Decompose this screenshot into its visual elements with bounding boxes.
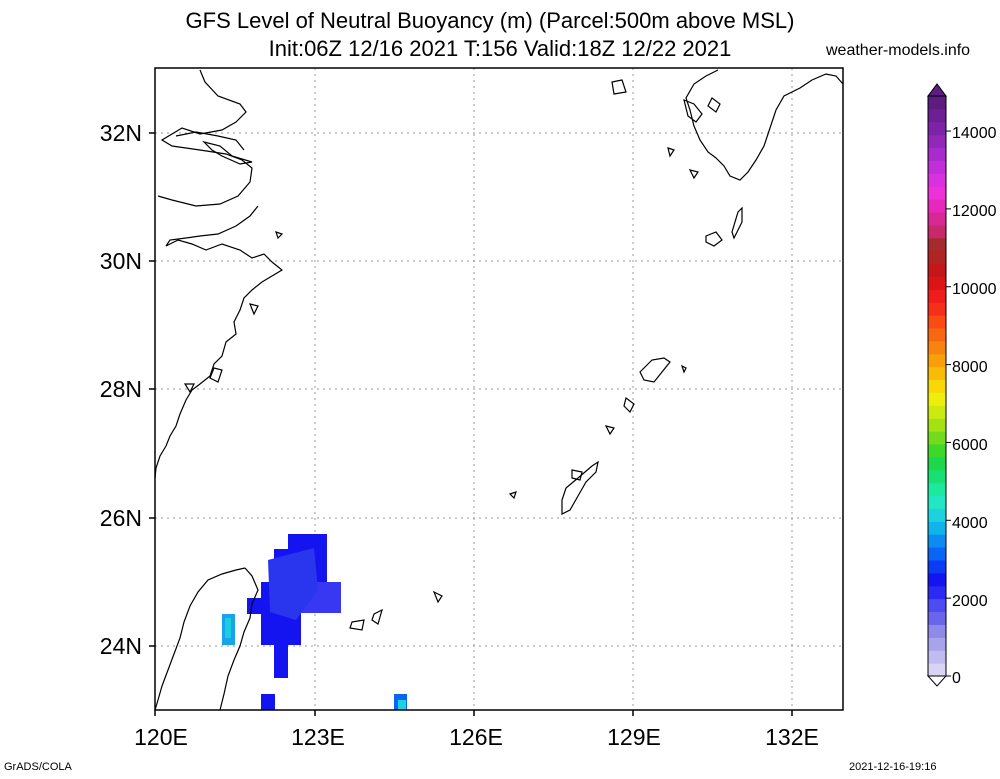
colorbar-segment <box>928 134 946 149</box>
colorbar-segment <box>928 418 946 432</box>
colorbar-segment <box>928 173 946 187</box>
colorbar-segment <box>928 392 946 406</box>
colorbar-min-arrow <box>926 675 948 687</box>
x-tick-label: 126E <box>449 724 503 750</box>
y-tick-label: 24N <box>100 633 142 659</box>
colorbar-segment <box>928 199 946 213</box>
colorbar-segment <box>928 637 946 651</box>
colorbar-segment <box>928 444 946 458</box>
colorbar-segment <box>928 560 946 574</box>
colorbar-segment <box>928 508 946 522</box>
coastlines <box>154 69 844 711</box>
colorbar-segment <box>928 366 946 381</box>
colorbar-label: 10000 <box>952 281 997 298</box>
colorbar-label: 0 <box>952 670 961 687</box>
colorbar-segment <box>928 598 946 613</box>
colorbar-segment <box>928 263 946 277</box>
colorbar-label: 12000 <box>952 203 997 220</box>
colorbar-segment <box>928 121 946 136</box>
colorbar-segment <box>928 431 946 445</box>
colorbar-frame <box>927 95 947 677</box>
x-tick-label: 129E <box>607 724 661 750</box>
map-title: GFS Level of Neutral Buoyancy (m) (Parce… <box>185 8 795 33</box>
colorbar-segment <box>928 379 946 393</box>
x-tick-label: 123E <box>291 724 345 750</box>
colorbar-segment <box>928 160 946 174</box>
colorbar-segment <box>928 663 946 677</box>
colorbar-segment <box>928 289 946 303</box>
colorbar-segment <box>928 521 946 535</box>
colorbar-label: 4000 <box>952 515 988 532</box>
colorbar-labels: 0 2000 4000 6000 8000 10000 12000 14000 <box>952 125 997 687</box>
colorbar-segment <box>928 108 946 123</box>
colorbar-segment <box>928 624 946 638</box>
colorbar-label: 2000 <box>952 593 988 610</box>
colorbar-segment <box>928 315 946 329</box>
map-subtitle: Init:06Z 12/16 2021 T:156 Valid:18Z 12/2… <box>268 36 732 61</box>
colorbar-label: 6000 <box>952 437 988 454</box>
colorbar-segment <box>928 547 946 561</box>
colorbar-segment <box>928 482 946 497</box>
colorbar-segment <box>928 250 946 265</box>
colorbar-segment <box>928 237 946 252</box>
colorbar-segment <box>928 353 946 368</box>
colorbar-segment <box>928 212 946 226</box>
colorbar-segment <box>928 276 946 290</box>
y-tick-label: 28N <box>100 376 142 402</box>
buoyancy-field <box>222 534 407 710</box>
colorbar-segment <box>928 469 946 484</box>
colorbar-label: 8000 <box>952 359 988 376</box>
colorbar-segment <box>928 405 946 419</box>
axis-ticks <box>149 132 793 716</box>
colorbar-segment <box>928 186 946 200</box>
colorbar-segment <box>928 96 946 110</box>
colorbar-segment <box>928 534 946 548</box>
colorbar-segment <box>928 611 946 625</box>
colorbar-segment <box>928 302 946 316</box>
site-credit: weather-models.info <box>826 42 971 59</box>
y-tick-label: 30N <box>100 248 142 274</box>
colorbar-segment <box>928 340 946 355</box>
y-tick-labels: 32N 30N 28N 26N 24N <box>100 120 142 659</box>
colorbar-segment <box>928 147 946 161</box>
y-tick-label: 32N <box>100 120 142 146</box>
colorbar-segment <box>928 224 946 239</box>
colorbar-segment <box>928 650 946 664</box>
colorbar-segment <box>928 585 946 600</box>
colorbar <box>926 83 951 687</box>
x-tick-label: 132E <box>765 724 819 750</box>
colorbar-segment <box>928 456 946 471</box>
x-tick-labels: 120E 123E 126E 129E 132E <box>134 724 819 750</box>
x-tick-label: 120E <box>134 724 188 750</box>
colorbar-segment <box>928 495 946 509</box>
footer-credit: GrADS/COLA <box>4 761 72 773</box>
colorbar-label: 14000 <box>952 125 997 142</box>
colorbar-max-arrow <box>927 83 947 97</box>
colorbar-segment <box>928 328 946 342</box>
footer-timestamp: 2021-12-16-19:16 <box>849 761 937 773</box>
y-tick-label: 26N <box>100 505 142 531</box>
colorbar-segment <box>928 572 946 587</box>
